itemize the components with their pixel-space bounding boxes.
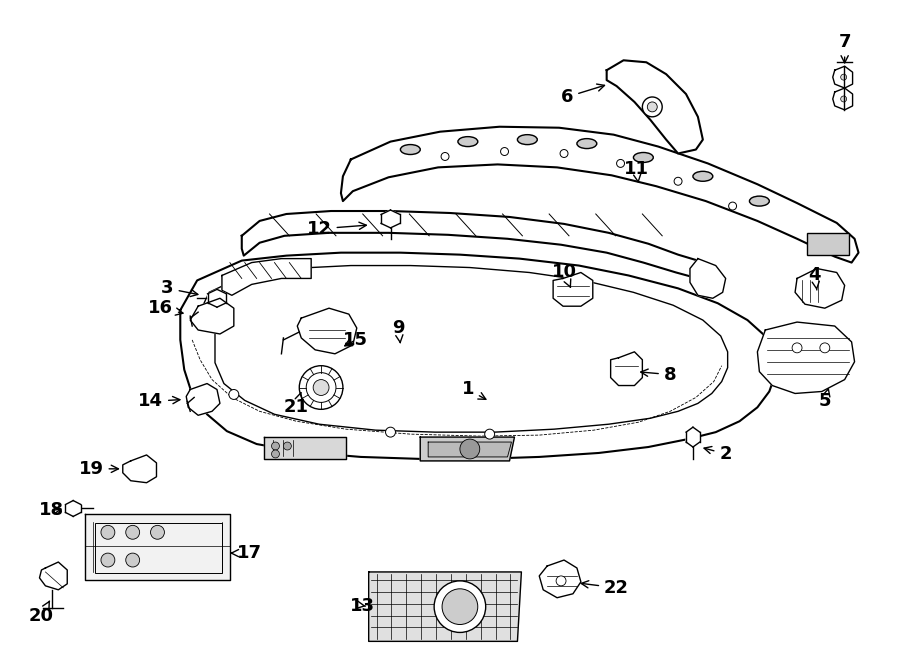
Polygon shape <box>369 572 521 641</box>
Circle shape <box>556 576 566 586</box>
Circle shape <box>643 97 662 117</box>
Polygon shape <box>122 455 157 483</box>
Circle shape <box>647 102 657 112</box>
Polygon shape <box>180 253 775 459</box>
Ellipse shape <box>693 171 713 181</box>
Ellipse shape <box>577 139 597 149</box>
Text: 16: 16 <box>148 299 183 317</box>
Text: 2: 2 <box>704 445 732 463</box>
Circle shape <box>616 159 625 167</box>
Circle shape <box>442 589 478 625</box>
Text: 15: 15 <box>343 331 368 349</box>
Polygon shape <box>607 60 703 153</box>
Text: 10: 10 <box>552 264 577 288</box>
Circle shape <box>272 450 279 458</box>
Polygon shape <box>40 562 68 590</box>
Polygon shape <box>610 352 643 385</box>
Polygon shape <box>832 88 852 110</box>
Circle shape <box>729 202 736 210</box>
Circle shape <box>674 177 682 185</box>
Circle shape <box>841 96 847 102</box>
Text: 1: 1 <box>462 381 486 399</box>
Circle shape <box>306 373 336 403</box>
Circle shape <box>485 429 495 439</box>
Circle shape <box>101 525 115 539</box>
Text: 17: 17 <box>231 544 262 562</box>
Text: 5: 5 <box>819 389 831 410</box>
Polygon shape <box>428 442 511 457</box>
Polygon shape <box>420 437 515 461</box>
Ellipse shape <box>458 137 478 147</box>
Text: 9: 9 <box>392 319 405 343</box>
Text: 8: 8 <box>641 366 677 383</box>
Circle shape <box>300 366 343 409</box>
Circle shape <box>284 442 292 450</box>
Circle shape <box>560 149 568 157</box>
Ellipse shape <box>518 135 537 145</box>
Circle shape <box>272 442 279 450</box>
Circle shape <box>434 581 486 633</box>
Circle shape <box>500 147 508 155</box>
Text: 18: 18 <box>39 502 64 520</box>
Polygon shape <box>795 268 845 308</box>
Ellipse shape <box>634 153 653 163</box>
Circle shape <box>150 525 165 539</box>
Polygon shape <box>208 290 227 307</box>
Circle shape <box>229 389 238 399</box>
Polygon shape <box>190 298 234 334</box>
Text: 12: 12 <box>307 220 366 238</box>
Bar <box>95 524 222 573</box>
Text: 4: 4 <box>809 266 821 290</box>
Polygon shape <box>66 500 81 516</box>
Circle shape <box>792 343 802 353</box>
Circle shape <box>313 379 329 395</box>
Text: 6: 6 <box>561 84 605 106</box>
Polygon shape <box>539 560 580 598</box>
Text: 20: 20 <box>29 601 54 625</box>
Polygon shape <box>264 437 346 459</box>
Circle shape <box>441 153 449 161</box>
Circle shape <box>460 439 480 459</box>
Polygon shape <box>222 258 311 295</box>
Polygon shape <box>341 127 859 262</box>
Circle shape <box>841 74 847 80</box>
Text: 13: 13 <box>350 597 375 615</box>
Circle shape <box>101 553 115 567</box>
Polygon shape <box>690 258 725 298</box>
Polygon shape <box>554 272 593 306</box>
Circle shape <box>126 525 140 539</box>
Polygon shape <box>186 383 220 415</box>
Polygon shape <box>381 210 400 228</box>
Polygon shape <box>758 322 855 393</box>
Circle shape <box>385 427 395 437</box>
Ellipse shape <box>750 196 770 206</box>
Polygon shape <box>297 308 356 354</box>
Polygon shape <box>242 211 698 278</box>
Bar <box>807 233 849 254</box>
Ellipse shape <box>400 145 420 155</box>
Text: 7: 7 <box>839 34 850 63</box>
Polygon shape <box>686 427 700 447</box>
Polygon shape <box>86 514 230 580</box>
Text: 11: 11 <box>624 161 649 182</box>
Circle shape <box>820 343 830 353</box>
Text: 19: 19 <box>78 460 119 478</box>
Polygon shape <box>832 66 852 88</box>
Text: 14: 14 <box>138 393 180 410</box>
Text: 3: 3 <box>161 280 198 297</box>
Circle shape <box>126 553 140 567</box>
Text: 22: 22 <box>581 579 629 597</box>
Text: 21: 21 <box>284 393 309 416</box>
